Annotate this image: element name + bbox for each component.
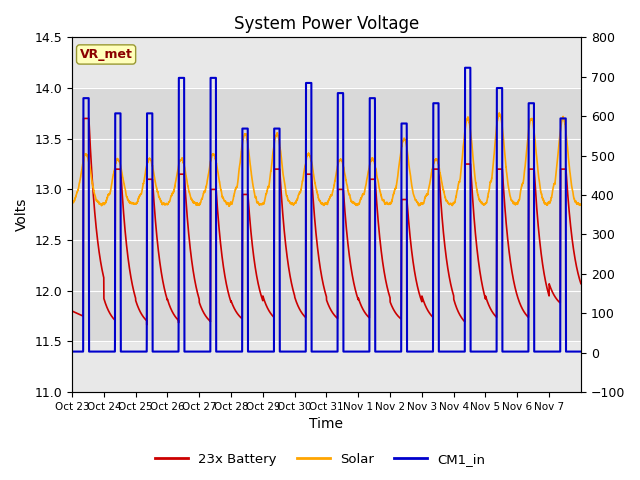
23x Battery: [369, 176, 377, 182]
Line: CM1_in: CM1_in: [72, 68, 581, 351]
Solar: [225, 203, 233, 209]
Solar: [495, 110, 503, 116]
Legend: 23x Battery, Solar, CM1_in: 23x Battery, Solar, CM1_in: [149, 447, 491, 471]
23x Battery: [94, 238, 102, 244]
23x Battery: [473, 242, 481, 248]
CM1_in: [94, 348, 102, 354]
Solar: [473, 185, 481, 191]
Solar: [369, 157, 377, 163]
Title: System Power Voltage: System Power Voltage: [234, 15, 419, 33]
CM1_in: [392, 348, 399, 354]
CM1_in: [252, 348, 260, 354]
23x Battery: [79, 116, 87, 121]
CM1_in: [68, 348, 76, 354]
CM1_in: [445, 348, 453, 354]
Y-axis label: Volts: Volts: [15, 198, 29, 231]
Solar: [445, 201, 453, 207]
CM1_in: [473, 348, 481, 354]
Solar: [94, 198, 102, 204]
23x Battery: [577, 281, 585, 287]
Line: 23x Battery: 23x Battery: [72, 119, 581, 326]
Line: Solar: Solar: [72, 113, 581, 206]
23x Battery: [68, 308, 76, 314]
CM1_in: [369, 95, 377, 101]
Text: VR_met: VR_met: [79, 48, 132, 61]
23x Battery: [445, 275, 453, 280]
23x Battery: [392, 310, 399, 315]
Solar: [577, 202, 585, 207]
CM1_in: [577, 348, 585, 354]
23x Battery: [111, 324, 119, 329]
CM1_in: [461, 65, 469, 71]
23x Battery: [253, 272, 260, 277]
Solar: [253, 196, 260, 202]
X-axis label: Time: Time: [310, 418, 344, 432]
Solar: [68, 200, 76, 205]
Solar: [392, 185, 399, 191]
Bar: [72, 88, 581, 341]
